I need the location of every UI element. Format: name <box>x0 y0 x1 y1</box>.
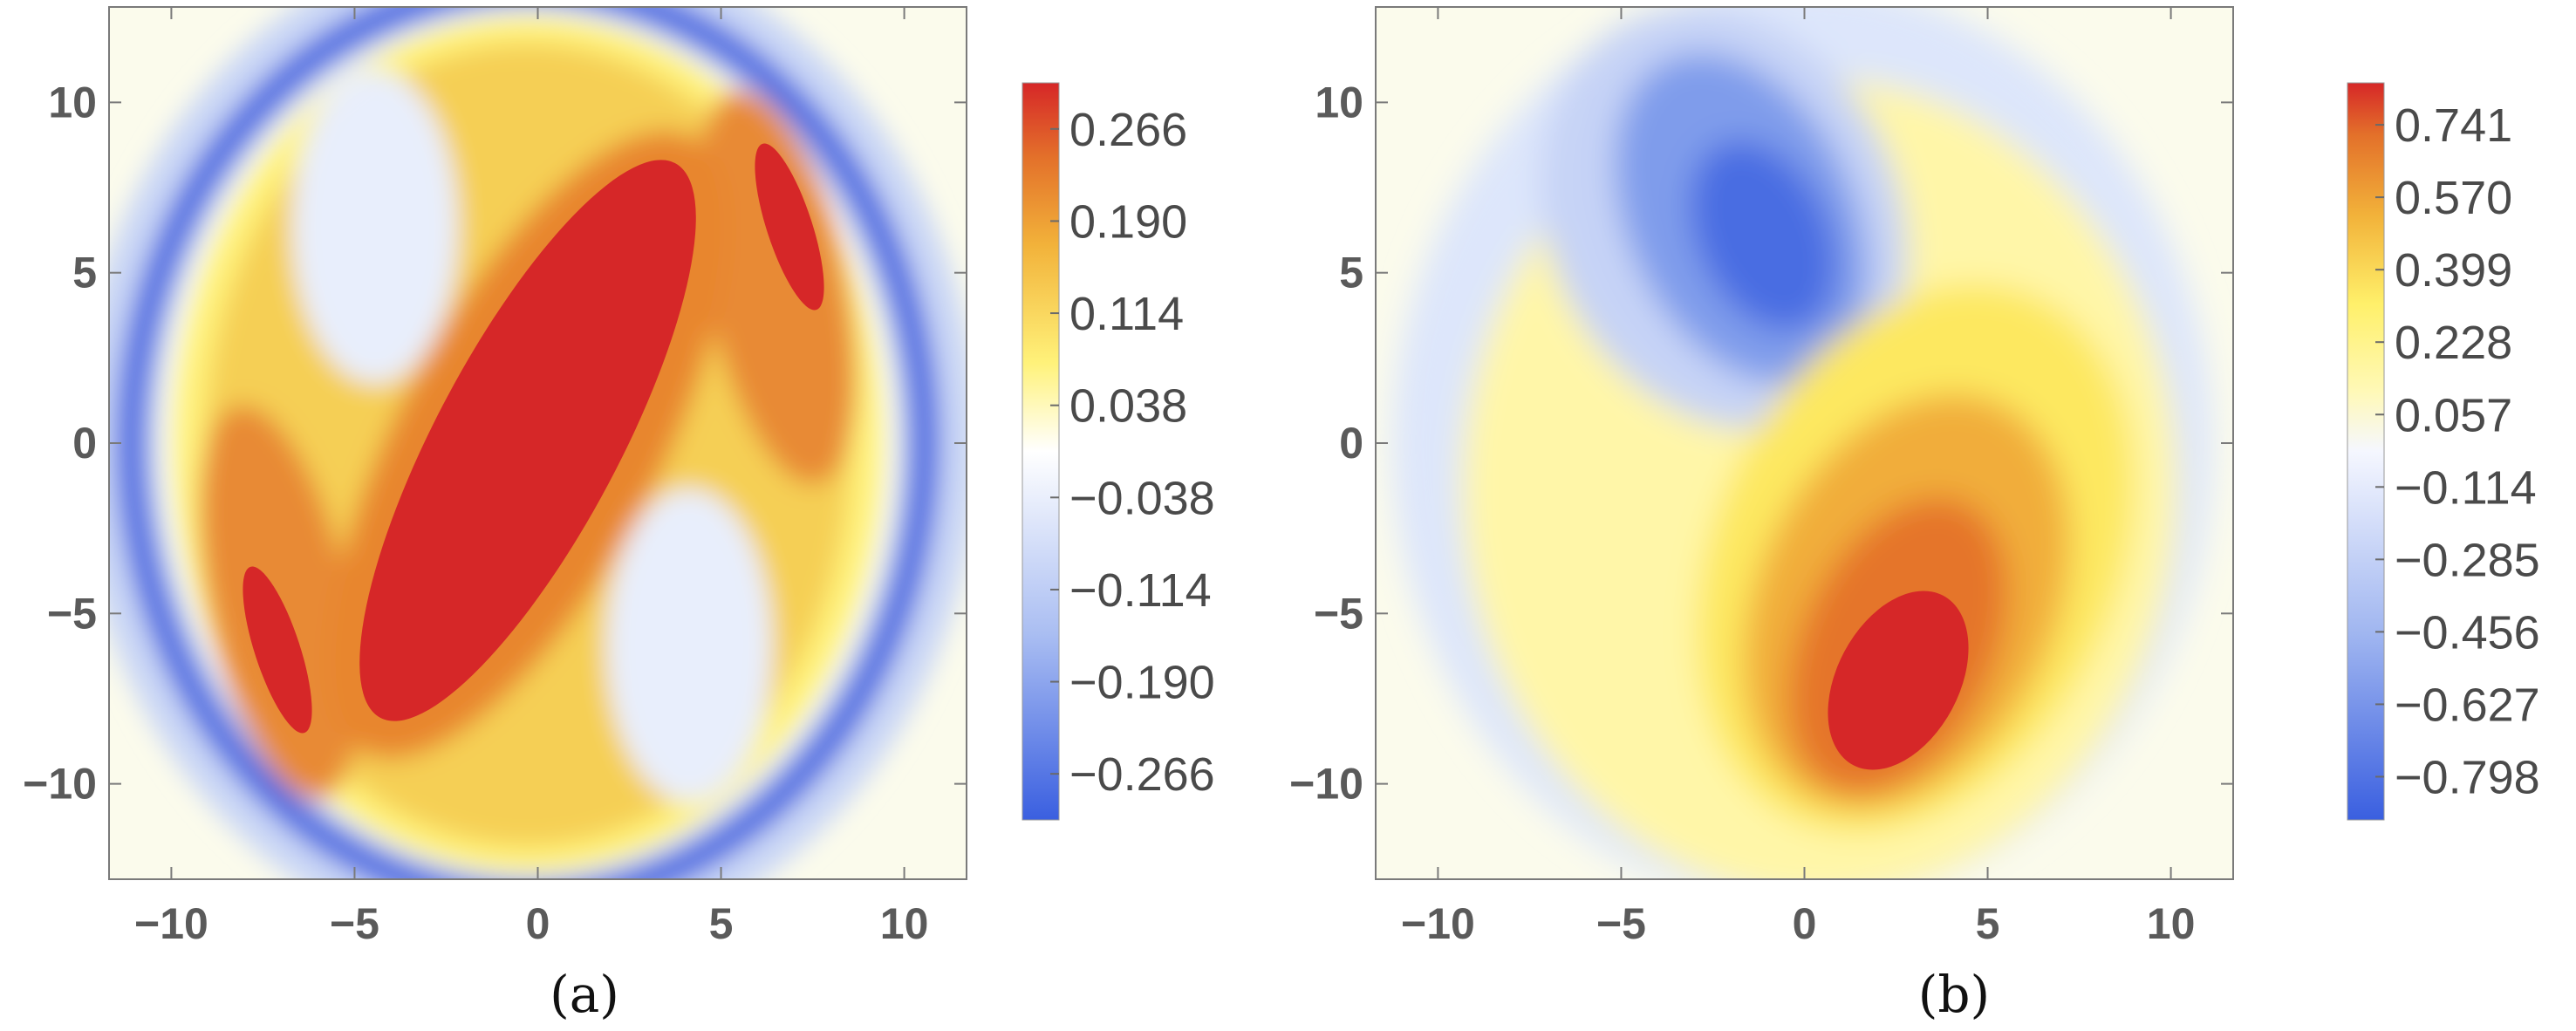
density-field-a <box>109 7 967 879</box>
colorbar-tick-label: −0.190 <box>1069 657 1215 709</box>
x-tick-label: 10 <box>880 899 929 948</box>
x-tick-label: 5 <box>1976 899 2000 948</box>
colorbar-tick-label: −0.456 <box>2395 606 2540 659</box>
y-tick-label: −10 <box>23 760 97 809</box>
x-tick-label: 0 <box>526 899 550 948</box>
colorbar-tick-label: −0.038 <box>1069 472 1215 524</box>
colorbar-tick-label: 0.190 <box>1069 195 1187 248</box>
x-tick-label: −10 <box>134 899 208 948</box>
colorbar-tick-label: 0.038 <box>1069 380 1187 433</box>
colorbar-b <box>2347 83 2384 820</box>
colorbar-tick-label: 0.228 <box>2395 317 2512 369</box>
colorbar-ticks-b: 0.741 0.570 0.399 0.228 0.057 −0.114 −0.285 −0.… <box>2375 99 2540 803</box>
colorbar-tick-label: 0.266 <box>1069 104 1187 156</box>
colorbar-tick-label: −0.114 <box>2395 461 2537 514</box>
colorbar-tick-label: 0.741 <box>2395 99 2512 152</box>
x-tick-label: −10 <box>1401 899 1475 948</box>
x-tick-label: 0 <box>1793 899 1817 948</box>
panel-a: −10 −5 0 5 10 10 5 0 −5 −10 0.266 0.190 0.114 0.038 −… <box>23 6 1215 1024</box>
y-tick-label: 0 <box>1339 419 1363 468</box>
colorbar-tick-label: 0.399 <box>2395 244 2512 297</box>
axes-a: −10 −5 0 5 10 10 5 0 −5 −10 <box>23 7 967 948</box>
colorbar-ticks-a: 0.266 0.190 0.114 0.038 −0.038 −0.114 −0.190 −0… <box>1050 104 1215 801</box>
colorbar-a <box>1022 83 1059 820</box>
y-tick-label: −5 <box>1314 589 1363 638</box>
colorbar-tick-label: −0.285 <box>2395 534 2540 586</box>
y-tick-label: −5 <box>47 589 97 638</box>
colorbar-tick-label: −0.266 <box>1069 748 1215 801</box>
colorbar-tick-label: −0.798 <box>2395 751 2540 803</box>
y-tick-label: 10 <box>48 78 97 126</box>
colorbar-tick-label: 0.057 <box>2395 389 2512 441</box>
x-tick-label: −5 <box>330 899 379 948</box>
y-tick-label: 5 <box>1339 249 1363 297</box>
colorbar-tick-label: −0.114 <box>1069 564 1212 617</box>
colorbar-tick-label: −0.627 <box>2395 679 2540 731</box>
y-tick-label: 5 <box>72 249 97 297</box>
caption-a: (a) <box>550 965 619 1024</box>
x-tick-label: −5 <box>1596 899 1646 948</box>
density-field-b <box>1392 7 2212 879</box>
caption-b: (b) <box>1918 965 1990 1024</box>
axes-b: −10 −5 0 5 10 10 5 0 −5 −10 <box>1289 7 2233 948</box>
y-tick-label: −10 <box>1289 760 1363 809</box>
x-tick-label: 10 <box>2147 899 2196 948</box>
y-tick-label: 0 <box>72 419 97 468</box>
colorbar-tick-label: 0.114 <box>1069 288 1184 340</box>
colorbar-tick-label: 0.570 <box>2395 172 2512 224</box>
x-tick-label: 5 <box>709 899 734 948</box>
y-tick-label: 10 <box>1315 78 1363 126</box>
